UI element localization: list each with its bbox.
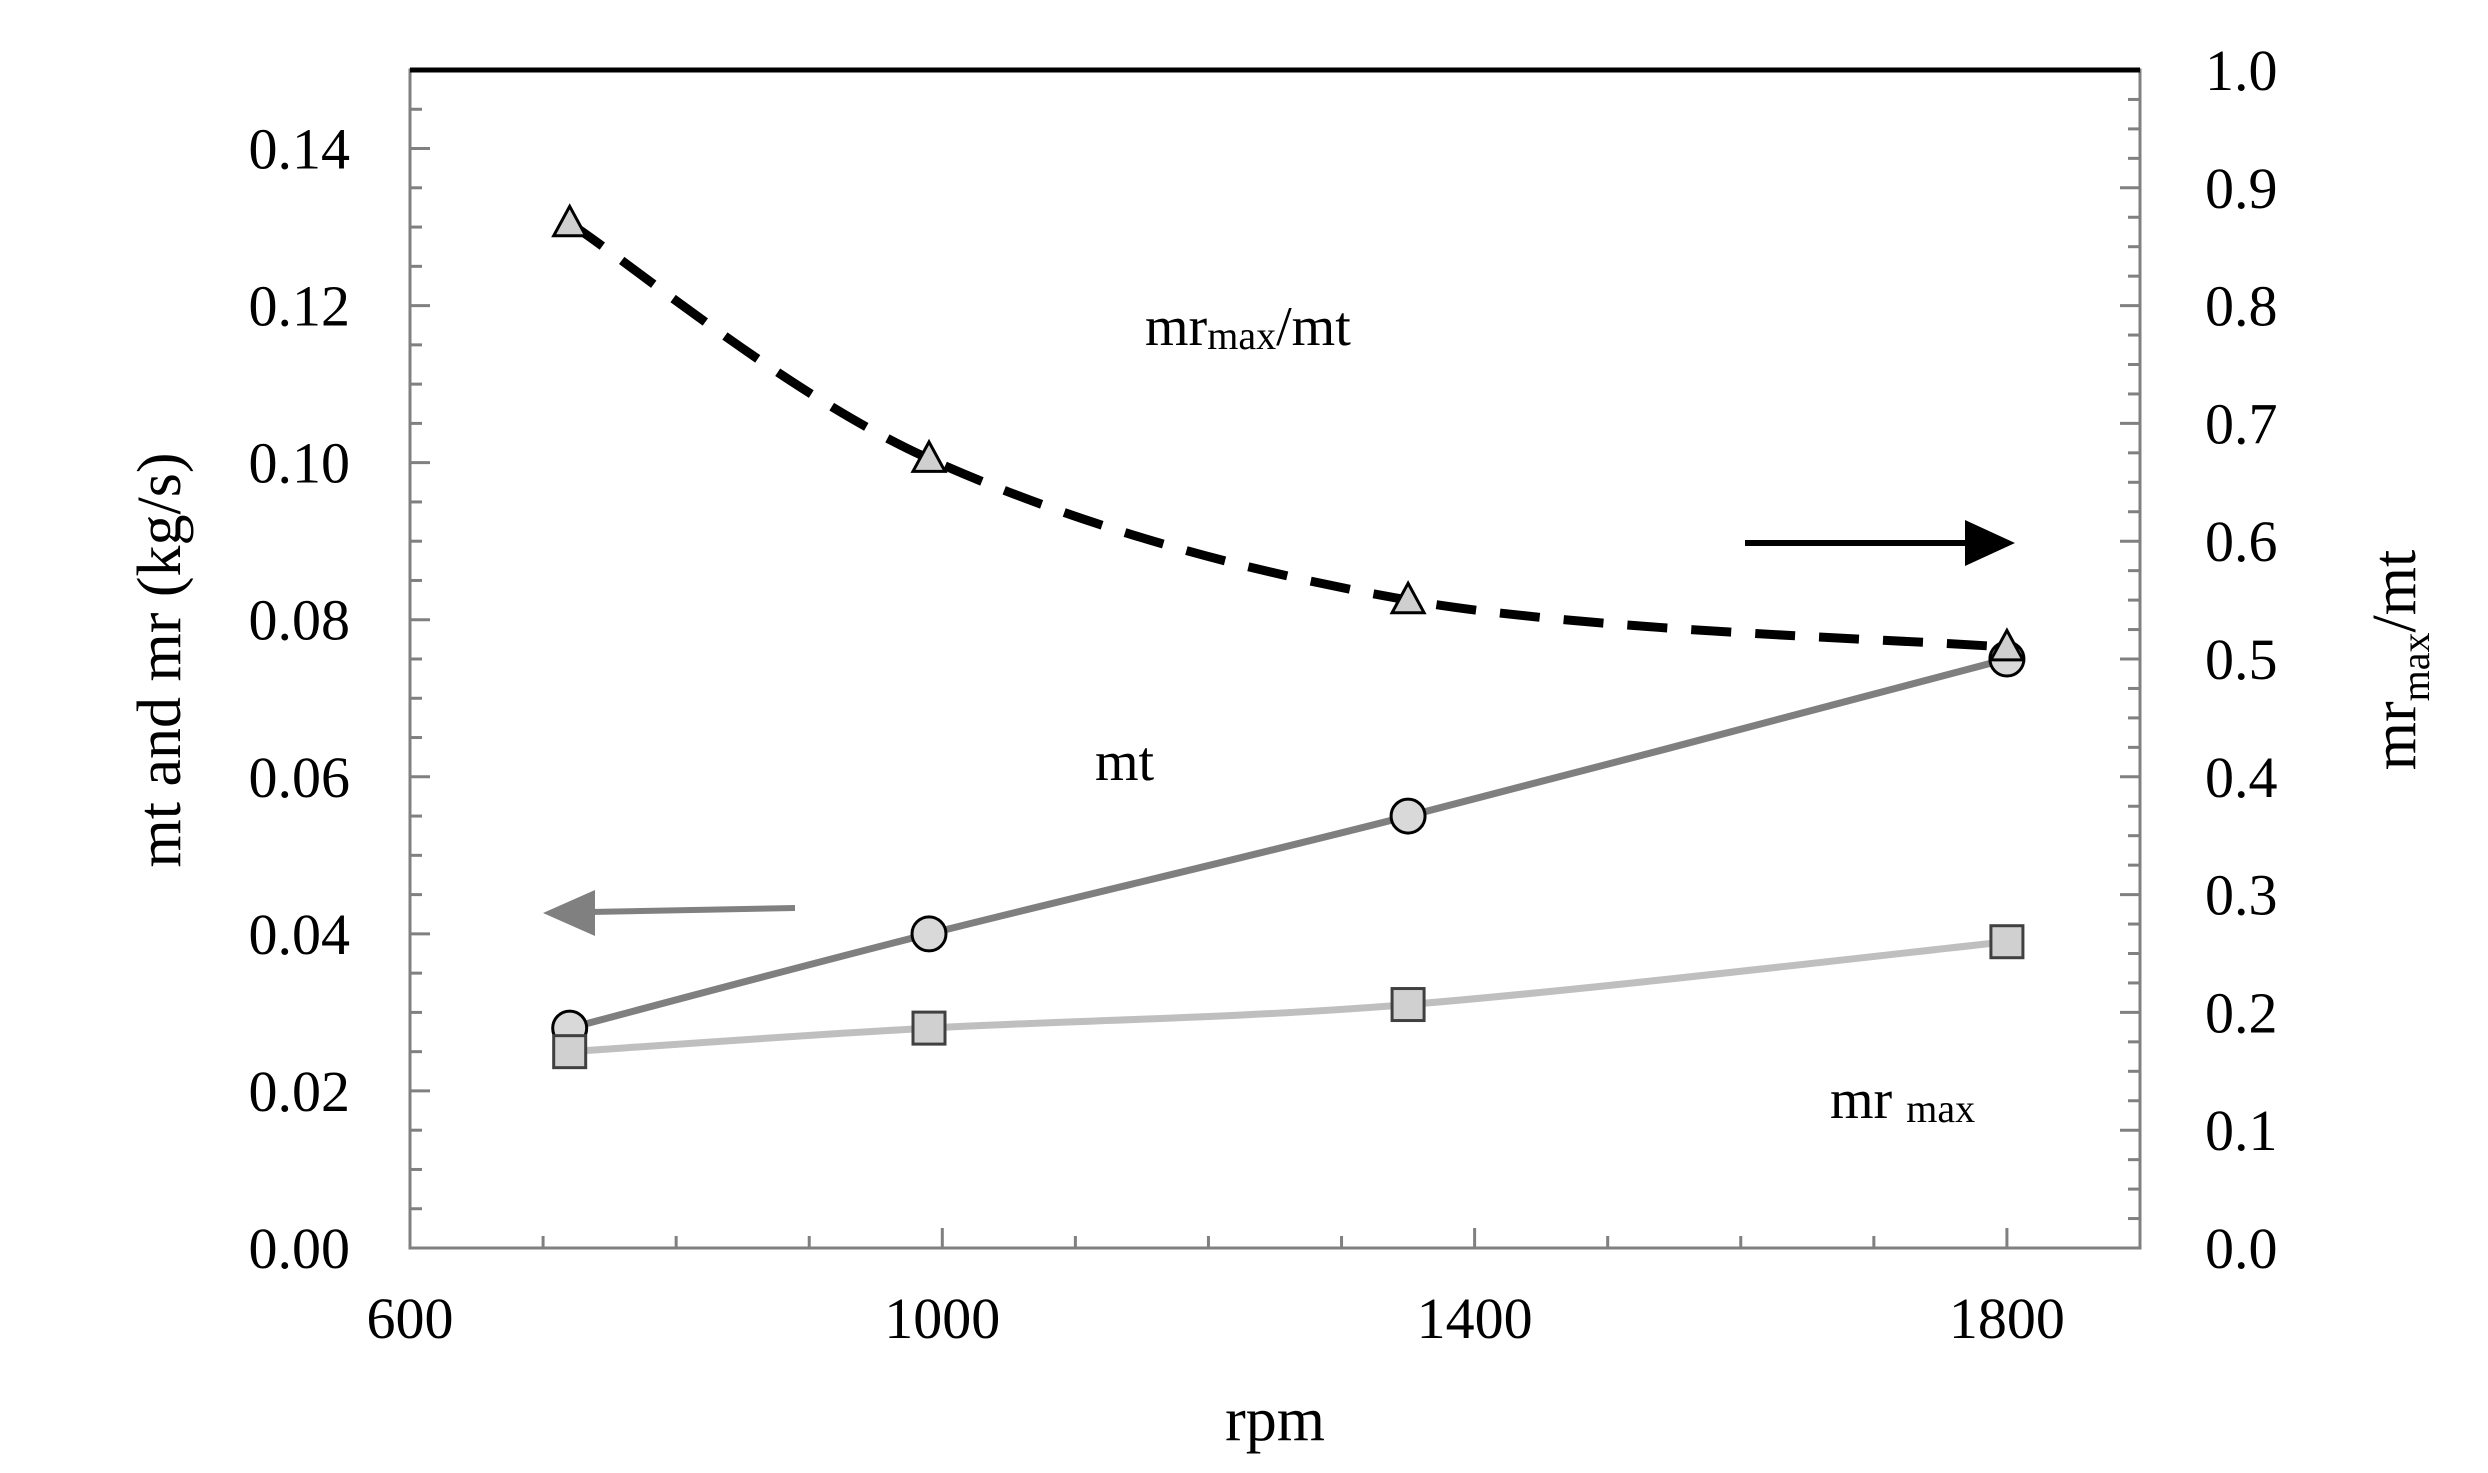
- y-right-axis-title: mrmax/mt: [2361, 550, 2438, 770]
- annotation-ratio: mrmax/mt: [1145, 296, 1351, 358]
- y-left-tick-label: 0.08: [249, 588, 351, 653]
- y-left-tick-label: 0.04: [249, 902, 351, 967]
- marker-triangle: [1389, 580, 1427, 615]
- series-markers: [551, 203, 2026, 1070]
- y-left-tick-label: 0.00: [249, 1216, 351, 1281]
- y-left-axis-title: mt and mr (kg/s): [126, 453, 194, 868]
- marker-square: [1390, 987, 1426, 1023]
- y-left-tick-label: 0.14: [249, 117, 351, 182]
- y-right-tick-label: 0.8: [2205, 274, 2278, 339]
- left-axis-arrow: [543, 890, 796, 936]
- y-right-tick-label: 0.1: [2205, 1098, 2278, 1163]
- marker-square: [911, 1010, 947, 1046]
- tick-labels: 600 1000 1400 1800 0.00 0.02 0.04 0.06 0.08 0.10 0…: [249, 38, 2278, 1351]
- annotation-mt: mt: [1095, 731, 1155, 793]
- marker-square: [552, 1034, 588, 1070]
- series-lines: [567, 219, 2008, 1056]
- right-axis-arrow: [1745, 520, 2015, 566]
- x-tick-label: 600: [367, 1286, 454, 1351]
- y-right-tick-label: 0.6: [2205, 509, 2278, 574]
- y-right-tick-label: 0.7: [2205, 391, 2278, 456]
- marker-triangle: [910, 438, 948, 473]
- y-left-tick-label: 0.12: [249, 274, 351, 339]
- y-right-tick-label: 0.4: [2205, 745, 2278, 810]
- marker-triangle: [551, 203, 589, 238]
- marker-square: [1989, 924, 2025, 960]
- marker-circle: [910, 915, 948, 953]
- y-right-tick-label: 0.3: [2205, 863, 2278, 928]
- y-right-tick-label: 0.9: [2205, 156, 2278, 221]
- x-axis-title: rpm: [1225, 1386, 1325, 1454]
- ticks: [410, 97, 2140, 1248]
- y-left-tick-label: 0.10: [249, 431, 351, 496]
- x-tick-label: 1000: [884, 1286, 1000, 1351]
- series-line-mr-max: [569, 938, 2008, 1056]
- x-tick-label: 1800: [1949, 1286, 2065, 1351]
- series-line-mr-max-mt: [567, 219, 2008, 652]
- y-right-tick-label: 0.5: [2205, 627, 2278, 692]
- y-left-tick-label: 0.02: [249, 1059, 351, 1124]
- y-right-tick-label: 0.2: [2205, 980, 2278, 1045]
- marker-triangle: [1988, 627, 2026, 662]
- y-left-tick-label: 0.06: [249, 745, 351, 810]
- marker-circle: [1389, 797, 1427, 835]
- y-right-tick-label: 1.0: [2205, 38, 2278, 103]
- series-line-mt: [568, 655, 2008, 1032]
- y-right-tick-label: 0.0: [2205, 1216, 2278, 1281]
- x-tick-label: 1400: [1417, 1286, 1533, 1351]
- annotation-mrmax: mr max: [1830, 1069, 1975, 1131]
